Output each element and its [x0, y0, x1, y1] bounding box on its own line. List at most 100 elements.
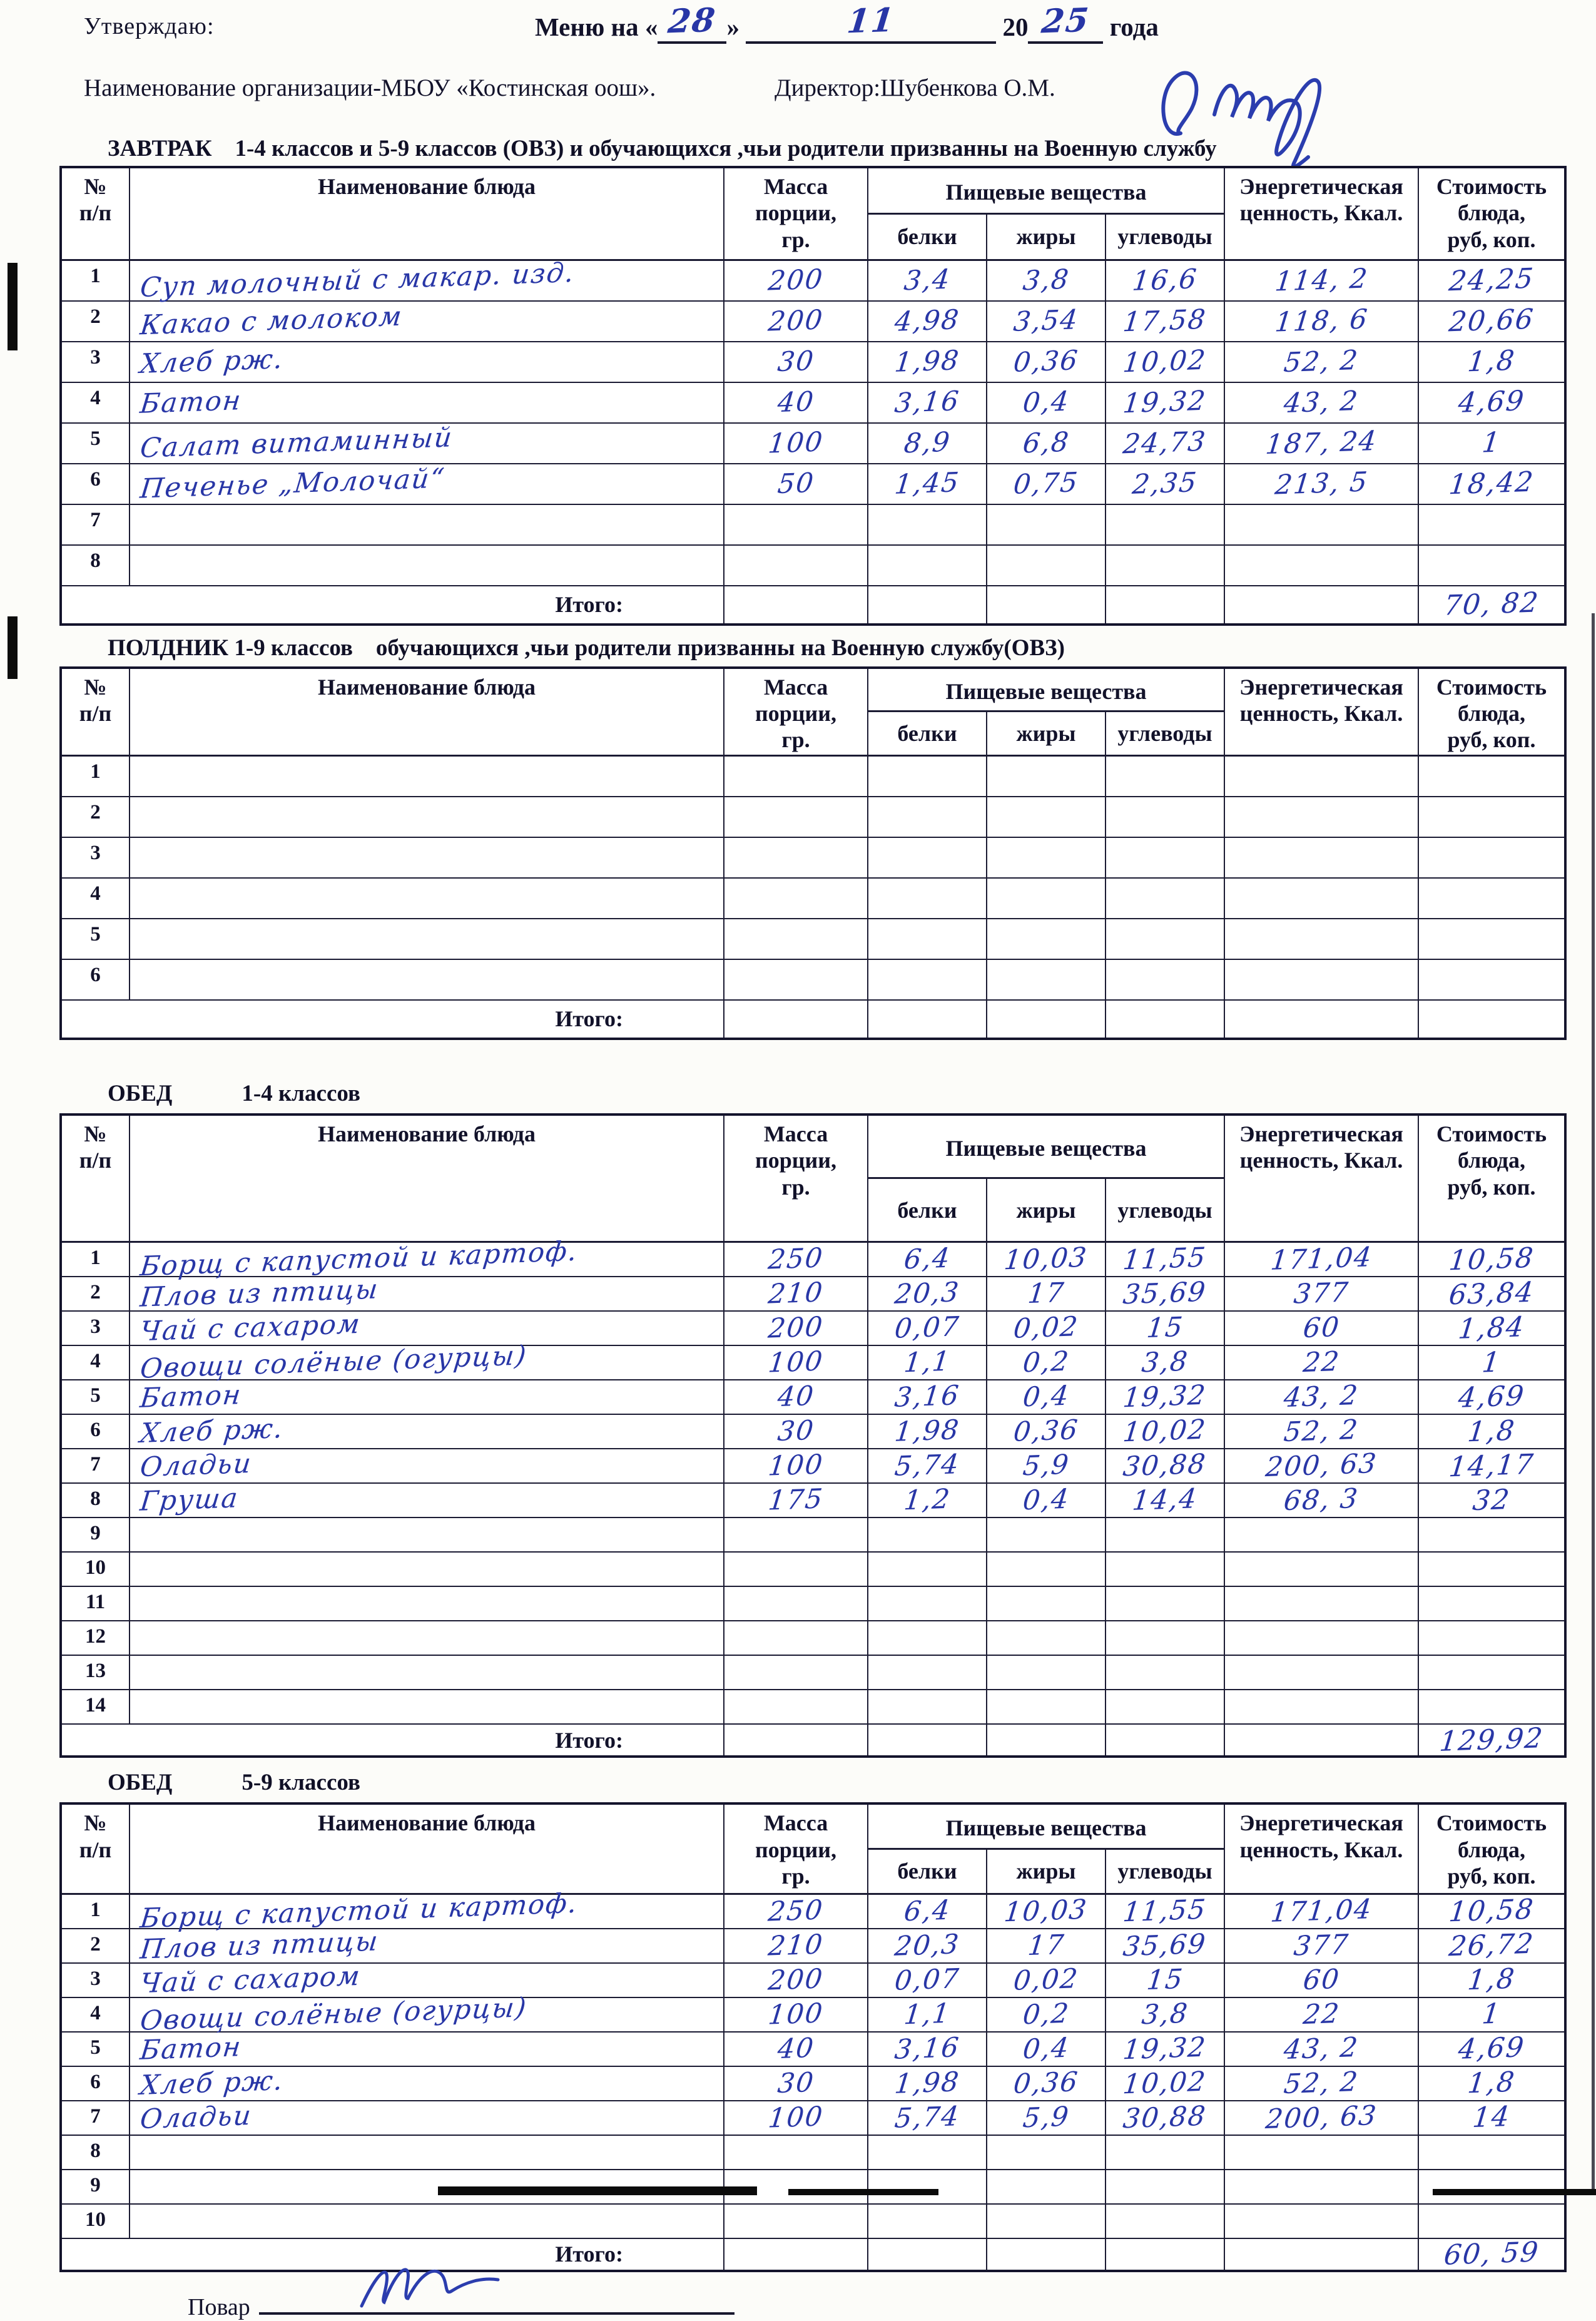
cell-energy: 52, 2 [1224, 340, 1419, 383]
cell-energy [1224, 795, 1419, 838]
cell-mass [723, 503, 868, 546]
cell-protein-value: 5,74 [893, 1449, 962, 1483]
cell-row-number: 5 [60, 2031, 130, 2067]
cell-fat [986, 1655, 1106, 1691]
cell-energy: 114, 2 [1224, 259, 1419, 302]
quote-close: » [726, 13, 740, 41]
cell-row-number: 10 [60, 2203, 130, 2239]
header-subrow: белки жиры углеводы [61, 213, 1565, 261]
cell-fat [986, 1586, 1106, 1622]
cell-fat: 0,4 [986, 1482, 1106, 1519]
cell-carbs-value: 10,02 [1121, 2066, 1209, 2101]
total-empty-cell [986, 584, 1106, 625]
cell-mass-value: 200 [766, 263, 825, 297]
table-row: 10 [60, 1551, 1566, 1588]
cell-mass-value: 200 [766, 1311, 825, 1345]
cell-row-number: 2 [60, 1276, 130, 1312]
col-header-fat: жиры [986, 213, 1106, 261]
cell-protein-value: 1,98 [893, 2066, 962, 2100]
col-header-mass: Масса порции, гр. [723, 1113, 868, 1243]
cell-carbs [1105, 917, 1225, 960]
table-row: 2 Какао с молоком 200 4,98 3,54 17,58 118, 6 20… [60, 300, 1566, 342]
cell-dish: Груша [129, 1482, 724, 1519]
cell-energy [1224, 917, 1419, 960]
cell-mass [723, 958, 868, 1001]
total-empty-cell [867, 1723, 987, 1758]
cell-cost [1418, 544, 1566, 586]
scan-artifact [788, 2189, 938, 2195]
col-header-fat: жиры [986, 1177, 1106, 1243]
total-value-cell: 129,92 [1418, 1722, 1566, 1758]
cell-fat: 3,8 [986, 259, 1106, 302]
cell-dish [129, 1689, 724, 1725]
cell-fat: 0,2 [986, 1345, 1106, 1381]
menu-tables: ЗАВТРАК 1-4 классов и 5-9 классов (ОВЗ) … [0, 135, 1596, 2272]
cell-dish: Овощи солёные (огурцы) [129, 1340, 724, 1385]
cell-mass: 100 [723, 1345, 868, 1381]
cell-row-number: 4 [60, 1345, 130, 1381]
cell-row-number: 6 [60, 2065, 130, 2101]
table-row: 4 Овощи солёные (огурцы) 100 1,1 0,2 3,8 22 1 [60, 1340, 1566, 1385]
cell-carbs-value: 19,32 [1121, 1379, 1209, 1414]
cell-cost-value: 14 [1471, 2101, 1512, 2135]
cell-row-number: 3 [60, 836, 130, 879]
director-label: Директор:Шубенкова О.М. [775, 74, 1055, 101]
total-value-cell: 70, 82 [1418, 584, 1566, 625]
cell-fat: 0,2 [986, 1996, 1106, 2033]
cell-row-number: 1 [60, 755, 130, 797]
cell-fat-value: 0,02 [1012, 1311, 1080, 1345]
table-row: 1 Борщ с капустой и картоф. 250 6,4 10,03 11,… [60, 1236, 1566, 1283]
cell-dish-value: Плов из птицы [138, 1926, 381, 1966]
menu-day-blank: 28 [658, 1, 727, 44]
table-row: 6 [60, 958, 1566, 1001]
cell-dish-value: Хлеб рж. [138, 2064, 286, 2102]
cell-dish [129, 2203, 724, 2239]
cell-dish [129, 877, 724, 919]
cell-dish-value: Чай с сахаром [138, 1960, 363, 2000]
cell-carbs [1105, 1655, 1225, 1691]
cell-energy-value: 60 [1301, 1312, 1342, 1345]
cell-protein-value: 1,1 [902, 1345, 952, 1379]
cell-dish [129, 544, 724, 586]
scan-artifact [8, 616, 18, 679]
table-row: 3 Хлеб рж. 30 1,98 0,36 10,02 52, 2 1,8 [60, 340, 1566, 383]
cell-carbs-value: 10,02 [1121, 344, 1209, 379]
cell-energy: 60 [1224, 1962, 1419, 1998]
cell-cost: 14 [1418, 2099, 1566, 2136]
col-header-cost: Стоимость блюда, руб, коп. [1418, 666, 1566, 757]
cell-dish [129, 795, 724, 838]
cell-energy: 377 [1224, 1927, 1419, 1964]
cell-energy-value: 52, 2 [1282, 344, 1361, 379]
cell-mass: 210 [723, 1927, 868, 1964]
cell-carbs [1105, 755, 1225, 797]
cell-mass-value: 200 [766, 1963, 825, 1997]
cell-mass [723, 544, 868, 586]
cell-cost: 1,8 [1418, 340, 1566, 383]
cell-fat: 5,9 [986, 2099, 1106, 2136]
cell-cost [1418, 2134, 1566, 2170]
cell-carbs [1105, 877, 1225, 919]
cell-protein: 3,4 [867, 259, 987, 302]
cell-mass [723, 1586, 868, 1622]
cell-carbs [1105, 503, 1225, 546]
cell-carbs: 30,88 [1105, 2099, 1225, 2136]
cell-cost-value: 1 [1480, 426, 1503, 459]
cell-protein: 1,1 [867, 1996, 987, 2033]
cell-mass: 210 [723, 1276, 868, 1312]
cell-dish [129, 1517, 724, 1553]
cell-fat: 5,9 [986, 1448, 1106, 1484]
cell-protein-value: 1,1 [902, 1997, 952, 2031]
table-row: 8 Груша 175 1,2 0,4 14,4 68, 3 32 [60, 1482, 1566, 1519]
cell-fat: 0,02 [986, 1962, 1106, 1998]
cell-mass-value: 175 [766, 1483, 825, 1518]
cell-fat-value: 0,4 [1021, 385, 1071, 419]
cell-protein: 20,3 [867, 1927, 987, 1964]
cell-row-number: 12 [60, 1620, 130, 1656]
cell-protein [867, 544, 987, 586]
header-row: № п/п Наименование блюда Масса порции, гр.… [60, 1803, 1566, 1895]
cell-cost: 1 [1418, 1345, 1566, 1381]
menu-month-blank: 11 [746, 1, 997, 44]
table-row: 3 [60, 836, 1566, 879]
cell-protein-value: 1,45 [893, 466, 962, 501]
cell-energy: 52, 2 [1224, 1414, 1419, 1450]
